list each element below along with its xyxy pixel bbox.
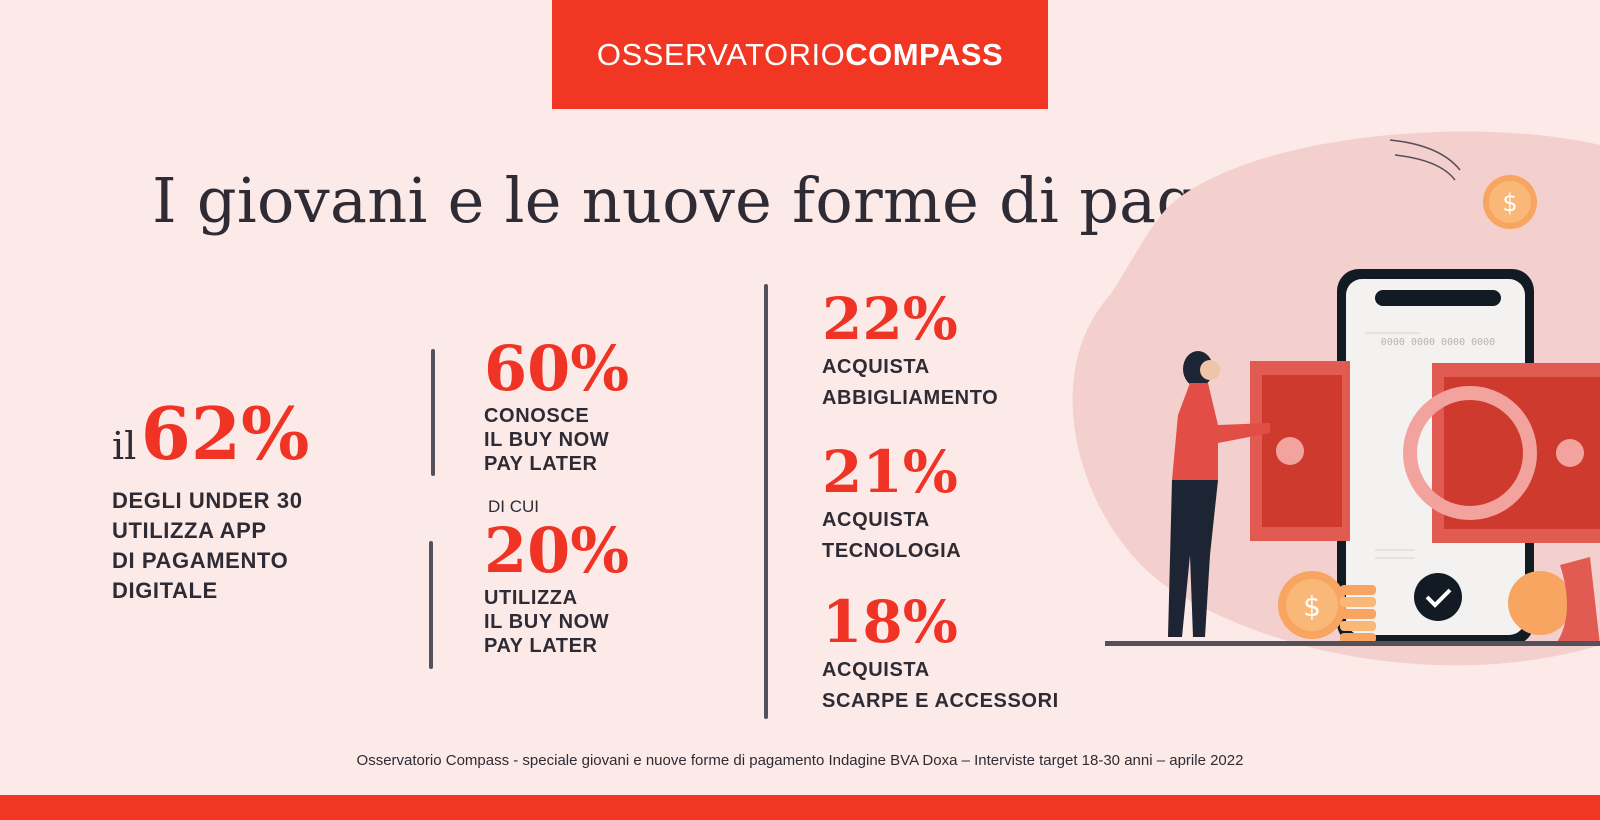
stat-description-line: UTILIZZA <box>484 587 578 609</box>
stat-description-line: IL BUY NOW <box>484 611 610 633</box>
stat-value-21: 21% <box>822 438 958 506</box>
connector-text: DI CUI <box>488 497 539 516</box>
stat-description-line: DEGLI UNDER 30 <box>112 488 303 513</box>
stat-description: UTILIZZA IL BUY NOW PAY LATER <box>484 586 664 658</box>
divider <box>429 541 433 669</box>
stat-value-60: 60% <box>484 332 630 405</box>
stat-purchase-technology: 21% ACQUISTA TECNOLOGIA <box>822 443 1102 567</box>
stat-description: ACQUISTA ABBIGLIAMENTO <box>822 352 1102 414</box>
ground-line <box>1105 641 1600 646</box>
motion-line <box>1394 154 1456 181</box>
stat-value-18: 18% <box>822 588 958 656</box>
stat-value-22: 22% <box>822 285 958 353</box>
svg-text:$: $ <box>1303 590 1321 623</box>
divider <box>431 349 435 476</box>
banknote-right-icon <box>1403 363 1600 543</box>
check-icon <box>1414 573 1462 621</box>
stat-description-line: TECNOLOGIA <box>822 540 962 562</box>
stat-description-line: ACQUISTA <box>822 356 930 378</box>
flying-coin-icon: $ <box>1483 175 1537 229</box>
stat-description-line: ABBIGLIAMENTO <box>822 387 999 409</box>
stat-description-line: CONOSCE <box>484 405 590 427</box>
card-number: 0000 0000 0000 0000 <box>1381 337 1495 348</box>
banknote-left-icon <box>1250 361 1350 541</box>
stat-description-line: PAY LATER <box>484 635 598 657</box>
stat-purchase-clothing: 22% ACQUISTA ABBIGLIAMENTO <box>822 290 1102 414</box>
stat-description-line: DI PAGAMENTO <box>112 548 289 573</box>
stat-description: ACQUISTA SCARPE E ACCESSORI <box>822 655 1102 717</box>
money-bag-icon <box>1508 557 1600 645</box>
divider <box>764 284 768 719</box>
stat-description-line: DIGITALE <box>112 578 218 603</box>
stat-description: CONOSCE IL BUY NOW PAY LATER <box>484 404 664 476</box>
person-figure <box>1168 351 1270 637</box>
stat-description-line: ACQUISTA <box>822 659 930 681</box>
stat-description: ACQUISTA TECNOLOGIA <box>822 505 1102 567</box>
brand-name-light: OSSERVATORIO <box>596 36 846 72</box>
stat-description-line: UTILIZZA APP <box>112 518 267 543</box>
bottom-accent-bar <box>0 795 1600 820</box>
stat-bnpl-usage: 20% UTILIZZA IL BUY NOW PAY LATER <box>484 520 664 658</box>
stat-purchase-shoes: 18% ACQUISTA SCARPE E ACCESSORI <box>822 593 1102 717</box>
stat-value-20: 20% <box>484 514 630 587</box>
brand-name-bold: COMPASS <box>845 36 1004 72</box>
stat-description-line: IL BUY NOW <box>484 429 610 451</box>
coin-stack-icon: $ <box>1278 571 1376 643</box>
stat-lead-word: il <box>112 424 137 468</box>
brand-header: OSSERVATORIO COMPASS <box>552 0 1048 109</box>
stat-description-line: SCARPE E ACCESSORI <box>822 690 1059 712</box>
stat-value-62: 62% <box>140 391 310 476</box>
stat-digital-payment-apps: il 62% DEGLI UNDER 30 UTILIZZA APP DI PA… <box>112 398 309 604</box>
svg-text:$: $ <box>1502 189 1517 217</box>
stat-description-line: ACQUISTA <box>822 509 930 531</box>
stat-description: DEGLI UNDER 30 UTILIZZA APP DI PAGAMENTO… <box>112 486 372 606</box>
source-footnote: Osservatorio Compass - speciale giovani … <box>356 752 1244 769</box>
motion-line <box>1389 139 1461 171</box>
stat-description-line: PAY LATER <box>484 453 598 475</box>
payment-illustration: $ 0000 0000 0000 0000 $ <box>1072 131 1600 666</box>
stat-bnpl-awareness: 60% CONOSCE IL BUY NOW PAY LATER <box>484 338 664 476</box>
